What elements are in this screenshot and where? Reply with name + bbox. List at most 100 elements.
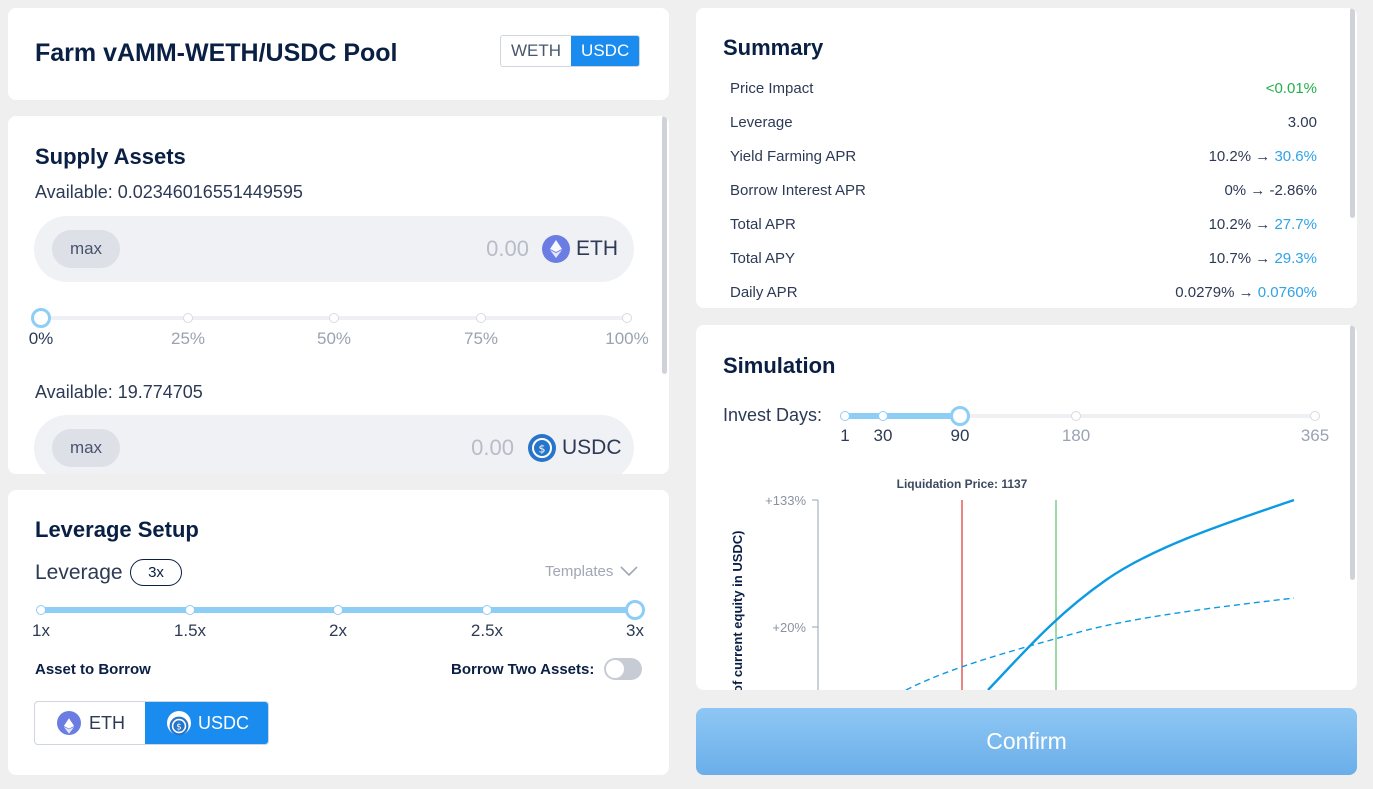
toggle-usdc[interactable]: USDC (571, 36, 640, 66)
summary-scrollbar[interactable] (1350, 8, 1355, 218)
liquidation-price-annotation: Liquidation Price: 1137 (897, 477, 1028, 491)
days-stop-1[interactable] (840, 411, 850, 421)
summary-row-value: 10.2% → 30.6% (1209, 148, 1317, 165)
borrow-asset-eth[interactable]: ETH (35, 702, 145, 744)
tick-100: 100% (605, 329, 649, 348)
borrow-asset-usdc[interactable]: $ USDC (145, 702, 268, 744)
summary-row-label: Total APY (730, 250, 796, 267)
borrow-two-assets-toggle[interactable] (604, 658, 642, 680)
eth-available: Available: 0.02346016551449595 (35, 182, 303, 202)
supply-assets-card: Supply Assets Available: 0.0234601655144… (8, 116, 669, 474)
leverage-stop-1-5x[interactable] (185, 605, 195, 615)
days-tick-365: 365 (1300, 426, 1330, 445)
usdc-icon: $ (528, 434, 556, 462)
days-tick-90: 90 (950, 426, 970, 445)
tick-50: 50% (316, 329, 352, 348)
leveraged-return-series (987, 498, 1295, 690)
y-tick-label-20: +20% (772, 620, 806, 635)
summary-row: Leverage 3.00 (730, 114, 1317, 138)
usdc-amount-input[interactable]: 0.00 (471, 435, 514, 460)
y-axis-label: of current equity in USDC) (730, 530, 745, 690)
templates-label: Templates (545, 563, 614, 580)
borrow-asset-selector: ETH $ USDC (34, 701, 269, 745)
days-stop-30[interactable] (878, 411, 888, 421)
toggle-weth[interactable]: WETH (511, 41, 562, 60)
summary-value-text: 3.00 (1287, 114, 1317, 131)
leverage-stop-2-5x[interactable] (482, 605, 492, 615)
simulation-title: Simulation (723, 353, 836, 378)
leverage-slider-handle[interactable] (625, 600, 645, 620)
svg-text:$: $ (176, 722, 181, 732)
leverage-tick-2-5x: 2.5x (470, 621, 504, 640)
leverage-tick-3x: 3x (626, 621, 644, 640)
slider-stop-50[interactable] (329, 313, 339, 323)
y-tick-label-133: +133% (765, 493, 806, 508)
usdc-amount-field[interactable]: max 0.00 $ USDC (34, 415, 634, 474)
summary-row-value: 10.2% → 27.7% (1209, 216, 1317, 233)
pool-header-card: Farm vAMM-WETH/USDC Pool WETH USDC (8, 8, 669, 100)
leverage-tick-1x: 1x (32, 621, 50, 640)
borrow-asset-usdc-label: USDC (198, 713, 250, 733)
templates-dropdown[interactable]: Templates (545, 563, 638, 581)
summary-title: Summary (723, 35, 824, 60)
summary-value-to: 27.7% (1274, 216, 1317, 233)
simulation-card: Simulation Invest Days: 1 30 90 180 365 … (696, 325, 1357, 690)
summary-value-from: 0.0279% → (1175, 284, 1258, 301)
usdc-available: Available: 19.774705 (35, 382, 203, 402)
eth-token-label: ETH (576, 237, 618, 260)
leverage-tick-1-5x: 1.5x (173, 621, 207, 640)
usdc-max-button[interactable]: max (52, 429, 120, 467)
summary-row: Daily APR 0.0279% → 0.0760% (730, 284, 1317, 308)
simulation-chart: Liquidation Price: 1137 of current equit… (730, 477, 1295, 690)
slider-stop-100[interactable] (622, 313, 632, 323)
summary-row-value: <0.01% (1266, 80, 1317, 97)
days-tick-30: 30 (873, 426, 893, 445)
tick-25: 25% (170, 329, 206, 348)
summary-row-label: Yield Farming APR (730, 148, 857, 165)
chevron-down-icon (619, 564, 638, 581)
eth-max-button[interactable]: max (52, 230, 120, 268)
supply-slider-handle[interactable] (31, 308, 51, 328)
supply-title: Supply Assets (35, 144, 186, 169)
invest-days-text: Invest Days (723, 405, 818, 425)
eth-amount-input[interactable]: 0.00 (486, 236, 529, 261)
summary-row-label: Price Impact (730, 80, 814, 97)
summary-value-text: 0% → -2.86% (1224, 182, 1317, 199)
simulation-scrollbar[interactable] (1350, 325, 1355, 580)
summary-row: Yield Farming APR 10.2% → 30.6% (730, 148, 1317, 172)
usdc-icon: $ (167, 711, 191, 736)
summary-card: Summary Price Impact <0.01% Leverage 3.00 Yi… (696, 8, 1357, 308)
days-stop-365[interactable] (1310, 411, 1320, 421)
summary-row: Total APR 10.2% → 27.7% (730, 216, 1317, 240)
toggle-knob (606, 660, 624, 678)
invest-days-colon: : (817, 405, 823, 425)
slider-stop-25[interactable] (183, 313, 193, 323)
svg-text:$: $ (539, 443, 546, 456)
confirm-button[interactable]: Confirm (696, 708, 1357, 775)
eth-amount-field[interactable]: max 0.00 ETH (34, 216, 634, 282)
summary-value-from: 10.2% → (1208, 216, 1275, 233)
borrow-asset-eth-label: ETH (89, 713, 125, 733)
tick-0: 0% (28, 329, 54, 348)
leverage-value-badge: 3x (130, 559, 182, 586)
summary-row: Price Impact <0.01% (730, 80, 1317, 104)
slider-stop-75[interactable] (476, 313, 486, 323)
summary-value-to: 29.3% (1274, 250, 1317, 267)
summary-value-from: 10.2% → (1208, 148, 1275, 165)
supply-scrollbar[interactable] (662, 116, 667, 374)
asset-to-borrow-label: Asset to Borrow (35, 661, 151, 678)
days-tick-1: 1 (840, 426, 850, 445)
usdc-token-label: USDC (562, 436, 622, 459)
summary-row: Total APY 10.7% → 29.3% (730, 250, 1317, 274)
days-tick-180: 180 (1061, 426, 1091, 445)
leverage-stop-1x[interactable] (36, 605, 46, 615)
invest-days-handle[interactable] (950, 406, 970, 426)
summary-value-text: <0.01% (1265, 80, 1317, 97)
page-title: Farm vAMM-WETH/USDC Pool (35, 39, 398, 67)
leverage-stop-2x[interactable] (333, 605, 343, 615)
leverage-title: Leverage Setup (35, 517, 199, 542)
summary-row: Borrow Interest APR 0% → -2.86% (730, 182, 1317, 206)
summary-row-value: 0.0279% → 0.0760% (1175, 284, 1317, 301)
invest-days-fill (845, 413, 960, 419)
days-stop-180[interactable] (1071, 411, 1081, 421)
